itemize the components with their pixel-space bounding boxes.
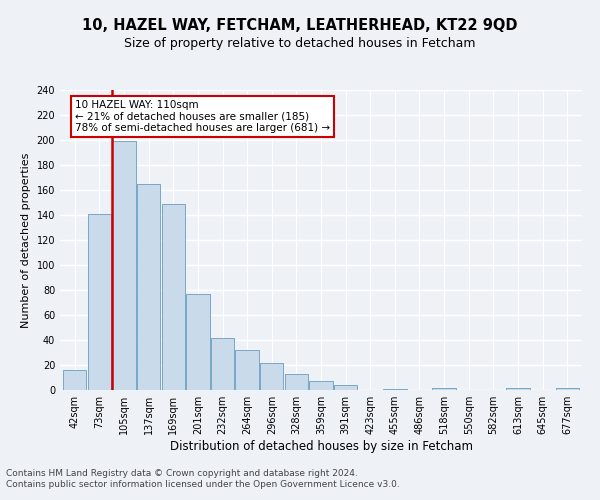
Text: 10 HAZEL WAY: 110sqm
← 21% of detached houses are smaller (185)
78% of semi-deta: 10 HAZEL WAY: 110sqm ← 21% of detached h… — [75, 100, 330, 133]
Bar — [334, 385, 358, 390]
Bar — [161, 204, 185, 390]
Bar — [260, 362, 283, 390]
Bar — [383, 389, 407, 390]
Bar — [211, 338, 234, 390]
Bar — [556, 388, 579, 390]
Bar — [235, 350, 259, 390]
Y-axis label: Number of detached properties: Number of detached properties — [21, 152, 31, 328]
Text: Size of property relative to detached houses in Fetcham: Size of property relative to detached ho… — [124, 38, 476, 51]
Bar — [112, 141, 136, 390]
Text: Contains public sector information licensed under the Open Government Licence v3: Contains public sector information licen… — [6, 480, 400, 489]
Bar — [506, 388, 530, 390]
X-axis label: Distribution of detached houses by size in Fetcham: Distribution of detached houses by size … — [170, 440, 473, 453]
Bar — [63, 370, 86, 390]
Bar — [310, 381, 332, 390]
Text: Contains HM Land Registry data © Crown copyright and database right 2024.: Contains HM Land Registry data © Crown c… — [6, 468, 358, 477]
Bar — [433, 388, 456, 390]
Bar — [88, 214, 111, 390]
Bar — [284, 374, 308, 390]
Bar — [186, 294, 209, 390]
Text: 10, HAZEL WAY, FETCHAM, LEATHERHEAD, KT22 9QD: 10, HAZEL WAY, FETCHAM, LEATHERHEAD, KT2… — [82, 18, 518, 32]
Bar — [137, 184, 160, 390]
